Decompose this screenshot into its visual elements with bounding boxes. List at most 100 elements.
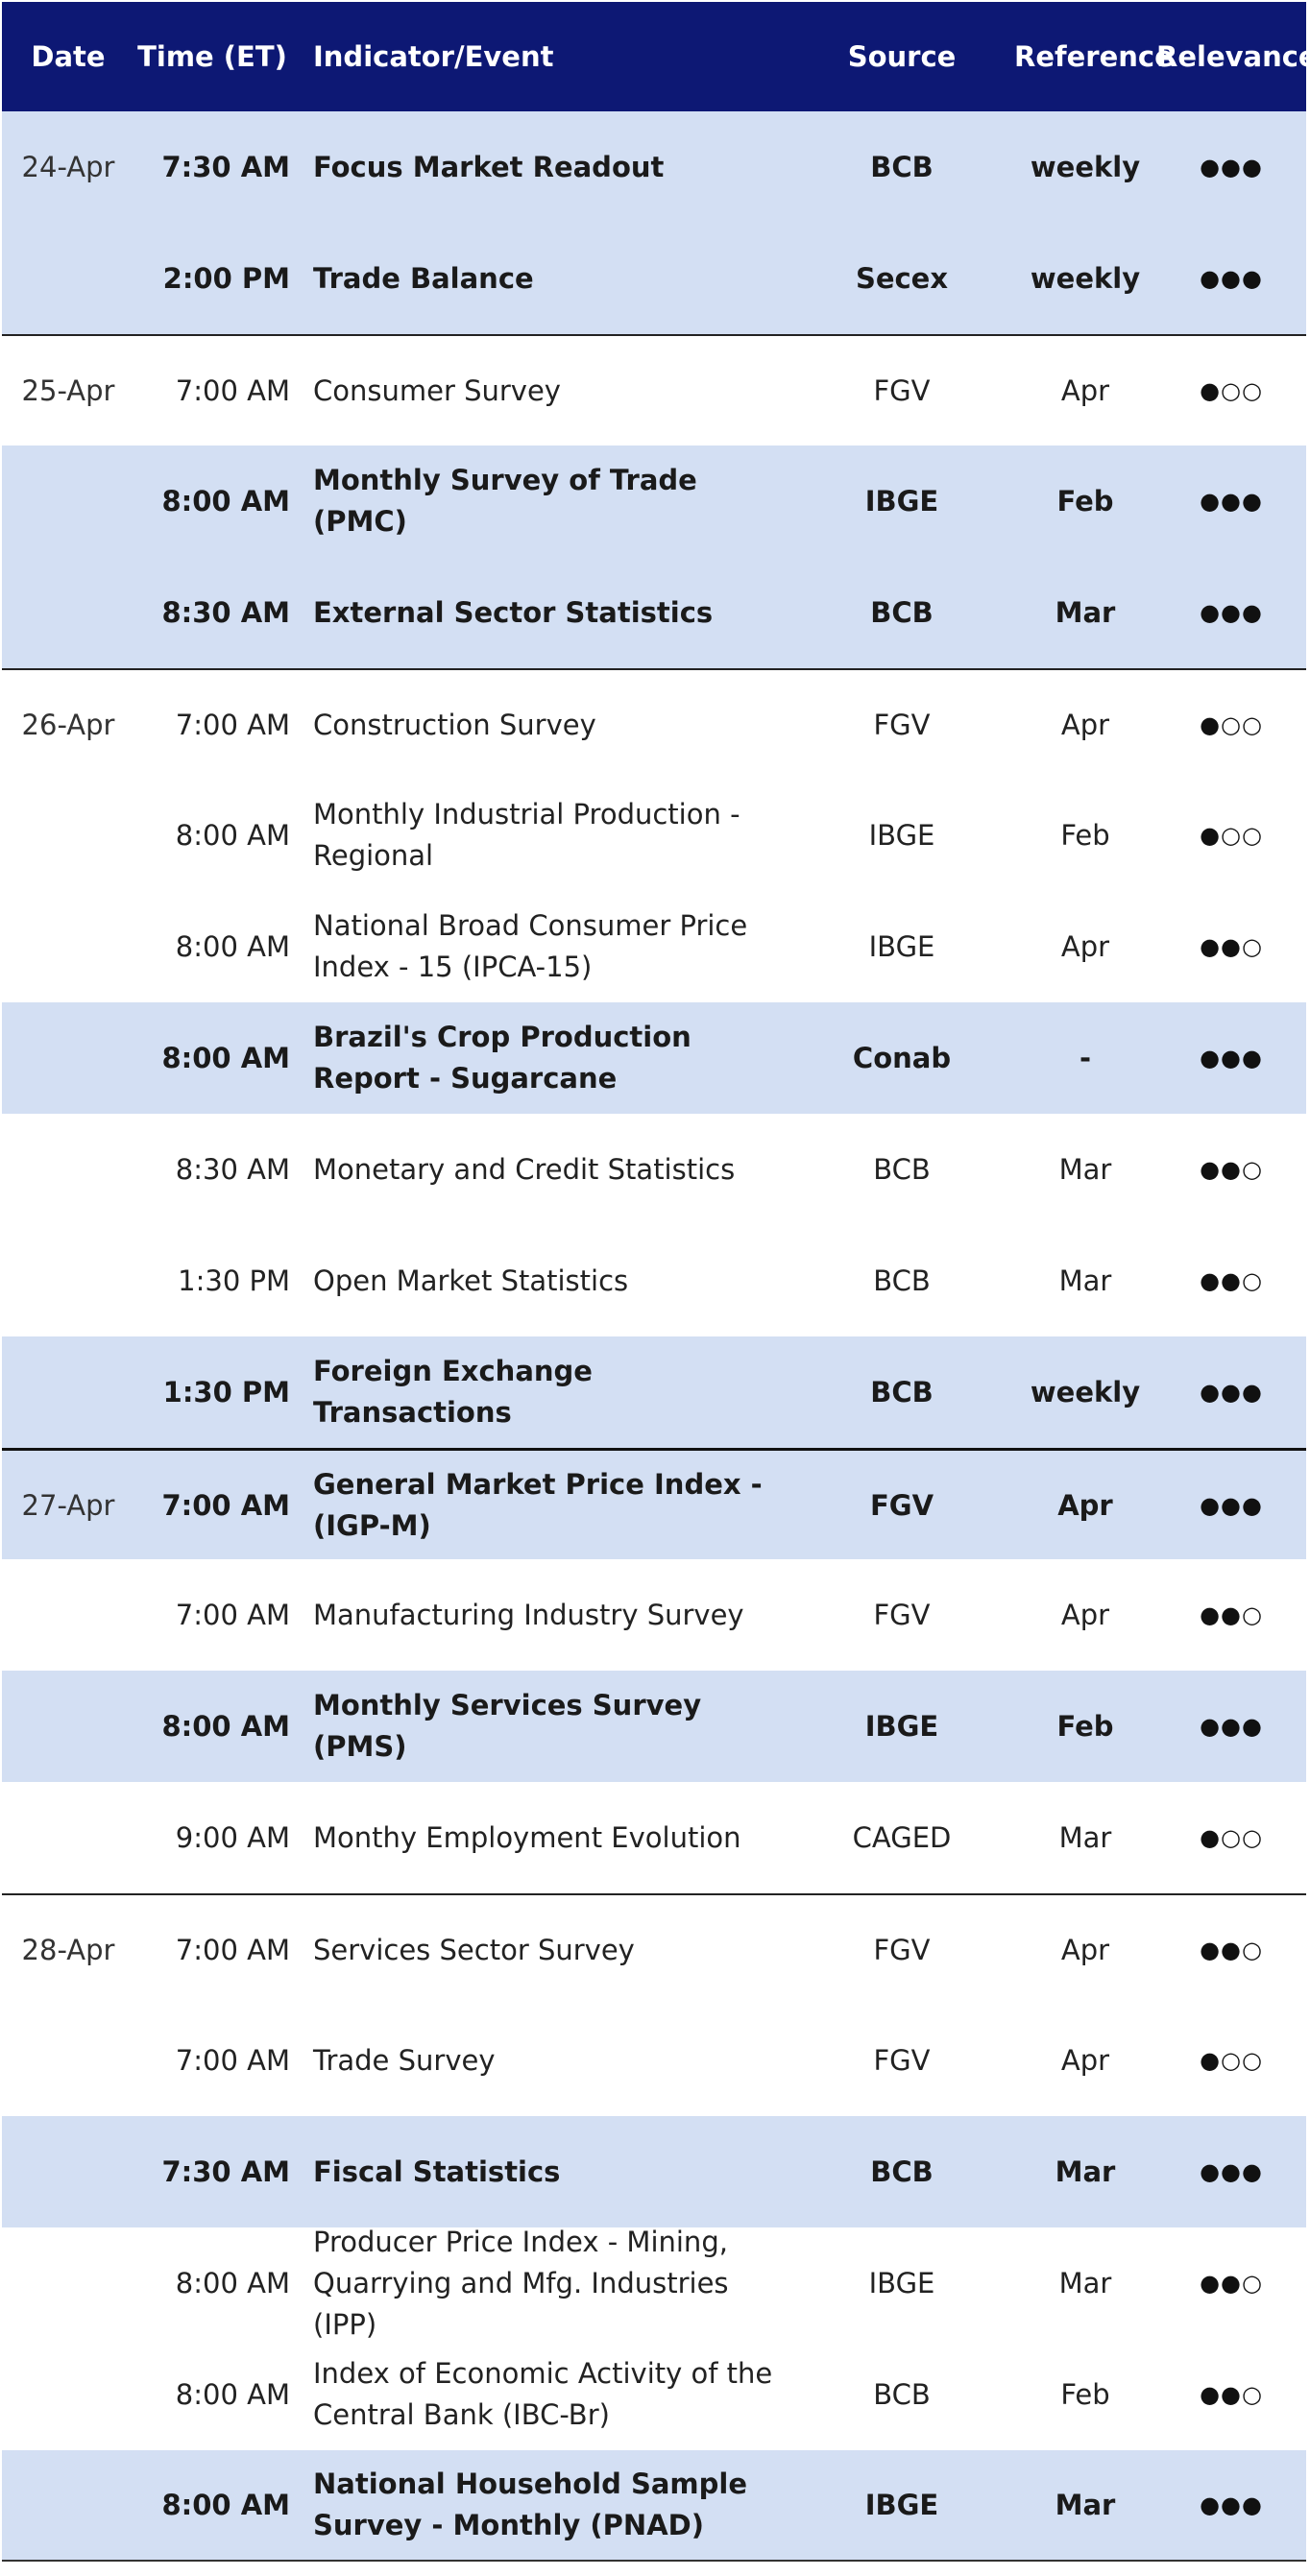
cell-indicator: Consumer Survey: [313, 373, 561, 407]
table-row: 28-Apr 7:00 AM Services Sector Survey FGV Ap…: [2, 1893, 1306, 2005]
header-date: Date: [31, 40, 106, 73]
cell-source: IBGE: [868, 819, 935, 852]
cell-date: 24-Apr: [21, 151, 115, 183]
cell-indicator: Producer Price Index - Mining, Quarrying…: [313, 2225, 729, 2341]
table-row: 1:30 PM Foreign Exchange Transactions BCB w…: [2, 1336, 1306, 1448]
cell-relevance: ●●●: [1200, 154, 1263, 181]
cell-source: FGV: [873, 1599, 931, 1631]
cell-indicator: Manufacturing Industry Survey: [313, 1598, 744, 1631]
cell-indicator: Open Market Statistics: [313, 1264, 629, 1297]
table-row: 8:00 AM National Broad Consumer Price Ind…: [2, 891, 1306, 1002]
cell-indicator: Foreign Exchange Transactions: [313, 1355, 593, 1429]
cell-relevance: ●○○: [1200, 2047, 1263, 2074]
cell-relevance: ●○○: [1200, 1824, 1263, 1851]
cell-time: 8:00 AM: [161, 1710, 290, 1743]
cell-source: IBGE: [868, 2267, 935, 2299]
table-row: 8:30 AM External Sector Statistics BCB Mar ●…: [2, 557, 1306, 668]
cell-indicator: Focus Market Readout: [313, 150, 665, 183]
cell-time: 1:30 PM: [162, 1376, 290, 1408]
cell-relevance: ●○○: [1200, 377, 1263, 404]
cell-relevance: ●●○: [1200, 1156, 1263, 1183]
cell-indicator: Monthly Services Survey (PMS): [313, 1689, 702, 1763]
table-row: 8:00 AM Monthly Survey of Trade (PMC) IBGE…: [2, 445, 1306, 557]
cell-source: BCB: [870, 2155, 934, 2188]
table-row: 8:00 AM Producer Price Index - Mining, Qu…: [2, 2226, 1306, 2341]
table-row: 27-Apr 7:00 AM General Market Price Index …: [2, 1448, 1306, 1559]
cell-time: 1:30 PM: [178, 1264, 290, 1297]
cell-source: IBGE: [868, 930, 935, 963]
cell-time: 9:00 AM: [175, 1821, 290, 1854]
table-body: 24-Apr 7:30 AM Focus Market Readout BCB week…: [2, 111, 1306, 2562]
table-row: 2:00 PM Trade Balance Secex weekly ●●●: [2, 223, 1306, 334]
cell-time: 7:00 AM: [175, 709, 290, 741]
cell-relevance: ●●●: [1200, 1379, 1263, 1406]
table-row: 9:00 AM Monthy Employment Evolution CAGED M…: [2, 1782, 1306, 1893]
cell-time: 8:00 AM: [175, 819, 290, 852]
cell-time: 8:00 AM: [161, 485, 290, 518]
cell-time: 8:30 AM: [161, 596, 290, 629]
cell-relevance: ●●○: [1200, 1267, 1263, 1294]
cell-time: 8:30 AM: [175, 1153, 290, 1186]
cell-reference: Feb: [1056, 485, 1114, 518]
cell-time: 8:00 AM: [175, 2378, 290, 2411]
cell-time: 8:00 AM: [175, 2267, 290, 2299]
table-row: 1:30 PM Open Market Statistics BCB Mar ●●○: [2, 1225, 1306, 1336]
cell-reference: -: [1079, 1042, 1092, 1074]
table-row: 8:00 AM Monthly Services Survey (PMS) IBGE…: [2, 1671, 1306, 1782]
cell-reference: Feb: [1060, 2378, 1110, 2411]
cell-reference: Apr: [1060, 1599, 1110, 1631]
cell-reference: Apr: [1060, 2044, 1110, 2077]
table-row: 7:00 AM Manufacturing Industry Survey FGV A…: [2, 1559, 1306, 1671]
cell-relevance: ●●●: [1200, 1491, 1263, 1519]
cell-relevance: ●●○: [1200, 1937, 1263, 1963]
table-row: 7:00 AM Trade Survey FGV Apr ●○○: [2, 2005, 1306, 2116]
cell-relevance: ●○○: [1200, 711, 1263, 738]
cell-date: 26-Apr: [21, 709, 115, 741]
cell-source: FGV: [873, 1934, 931, 1966]
cell-reference: Feb: [1060, 819, 1110, 852]
cell-time: 8:00 AM: [161, 1042, 290, 1074]
cell-reference: Feb: [1056, 1710, 1114, 1743]
cell-relevance: ●●○: [1200, 2270, 1263, 2297]
cell-indicator: Trade Balance: [313, 261, 534, 295]
cell-source: BCB: [873, 2378, 931, 2411]
cell-source: BCB: [873, 1264, 931, 1297]
cell-source: FGV: [873, 374, 931, 407]
table-row: 26-Apr 7:00 AM Construction Survey FGV Apr ●○…: [2, 668, 1306, 780]
cell-source: Conab: [852, 1042, 952, 1074]
cell-reference: Mar: [1055, 2155, 1116, 2188]
cell-indicator: National Household Sample Survey - Month…: [313, 2468, 747, 2541]
cell-relevance: ●●●: [1200, 599, 1263, 626]
cell-time: 2:00 PM: [162, 262, 290, 295]
cell-reference: Mar: [1055, 596, 1116, 629]
table-row: 24-Apr 7:30 AM Focus Market Readout BCB week…: [2, 111, 1306, 223]
cell-relevance: ●●●: [1200, 1713, 1263, 1740]
cell-indicator: External Sector Statistics: [313, 595, 714, 629]
table-row: 8:00 AM Brazil's Crop Production Report -…: [2, 1002, 1306, 1114]
cell-time: 7:30 AM: [161, 2155, 290, 2188]
cell-source: Secex: [855, 262, 949, 295]
cell-indicator: National Broad Consumer Price Index - 15…: [313, 909, 748, 983]
cell-relevance: ●●○: [1200, 1601, 1263, 1628]
cell-relevance: ●○○: [1200, 822, 1263, 849]
cell-indicator: Trade Survey: [313, 2043, 496, 2077]
cell-indicator: Services Sector Survey: [313, 1933, 635, 1966]
cell-indicator: Monthly Industrial Production - Regional: [313, 798, 740, 872]
cell-source: FGV: [873, 709, 931, 741]
cell-reference: Apr: [1057, 1488, 1113, 1522]
cell-reference: Apr: [1060, 709, 1110, 741]
cell-source: BCB: [870, 1376, 934, 1408]
cell-source: BCB: [870, 596, 934, 629]
cell-source: IBGE: [864, 1710, 939, 1743]
cell-relevance: ●●●: [1200, 488, 1263, 515]
cell-indicator: General Market Price Index - (IGP-M): [313, 1467, 763, 1542]
cell-time: 7:00 AM: [161, 1488, 290, 1522]
cell-reference: Apr: [1060, 1934, 1110, 1966]
header-reference: Reference: [1014, 40, 1174, 73]
cell-time: 7:00 AM: [175, 2044, 290, 2077]
cell-relevance: ●●●: [1200, 2492, 1263, 2518]
cell-indicator: Index of Economic Activity of the Centra…: [313, 2357, 773, 2431]
header-source: Source: [847, 40, 957, 73]
table-header: Date Time (ET) Indicator/Event Source Re…: [2, 2, 1310, 111]
